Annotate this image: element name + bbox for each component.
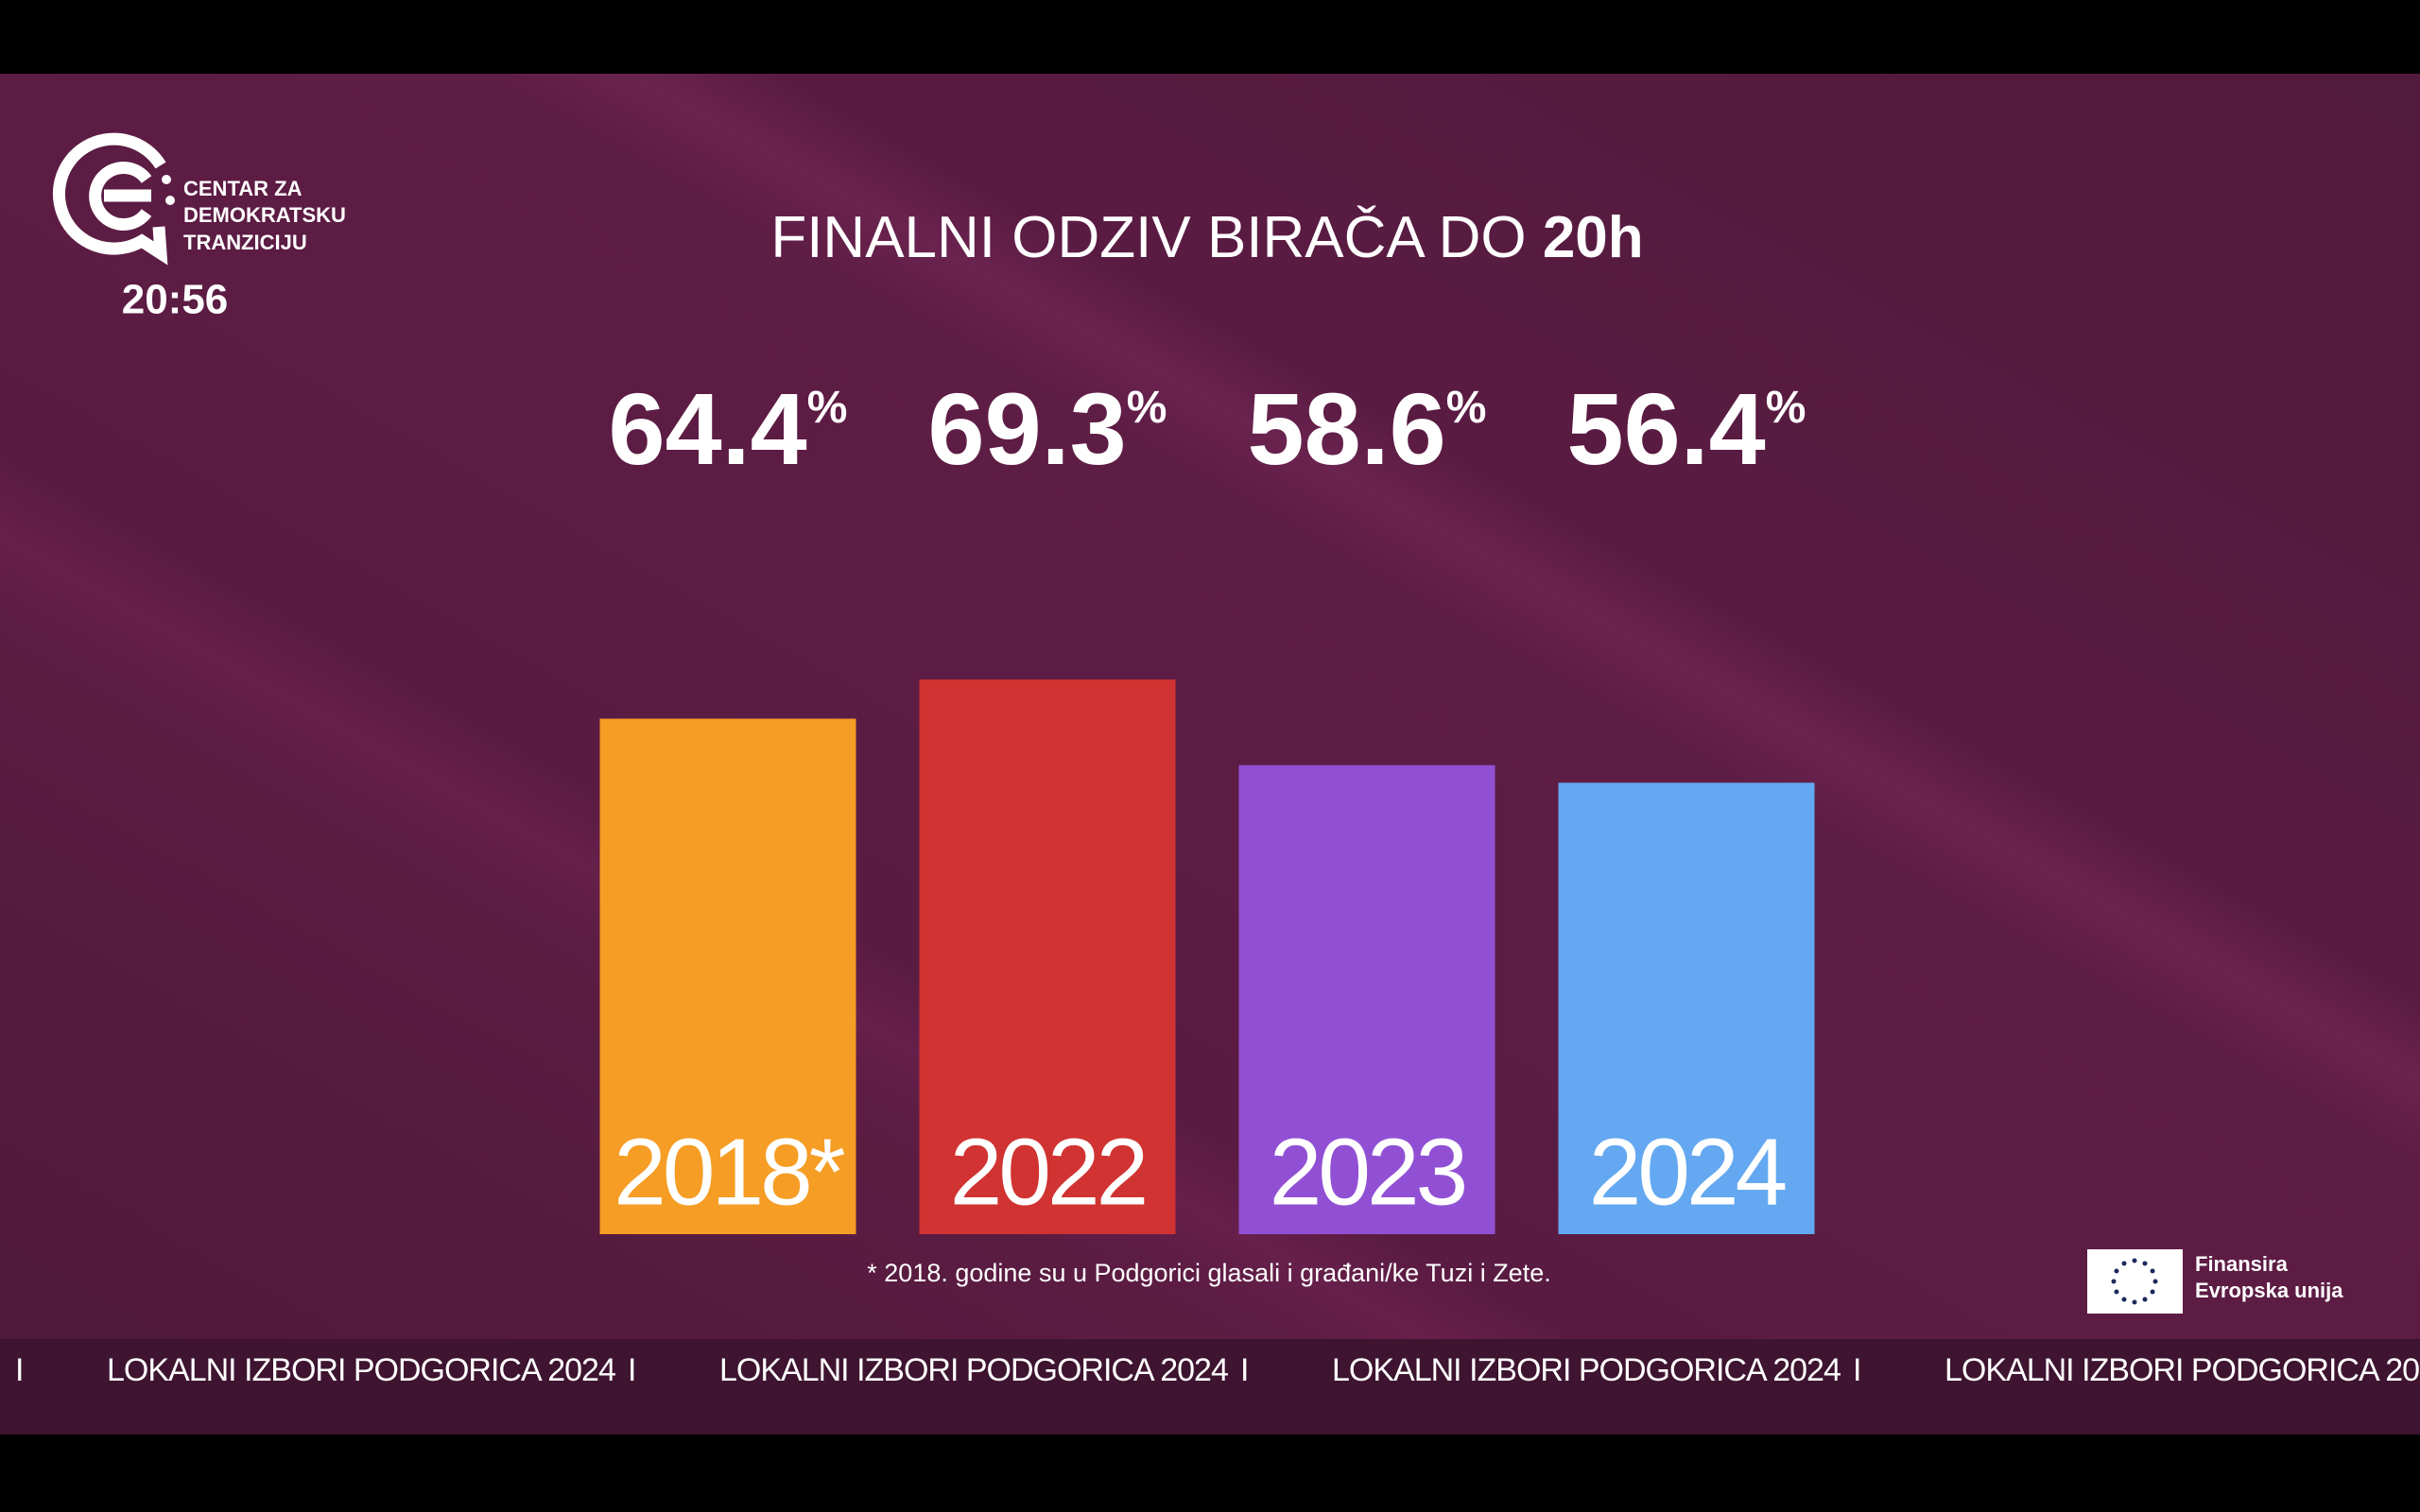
category-label: 2022 [950, 1119, 1145, 1225]
star [2132, 1258, 2137, 1263]
ticker-separator: I [628, 1352, 636, 1388]
category-label: 2023 [1270, 1119, 1465, 1225]
value-label: 56.4% [1567, 371, 1806, 486]
clock: 20:56 [122, 277, 229, 323]
star [2142, 1297, 2148, 1302]
title-emphasis: 20h [1543, 205, 1644, 270]
ticker-separator: I [15, 1352, 24, 1388]
ticker-separator: I [1240, 1352, 1249, 1388]
chart-title: FINALNI ODZIV BIRAČA DO 20h [770, 205, 1643, 270]
star [2150, 1268, 2155, 1274]
star [2111, 1279, 2117, 1284]
ticker-text: LOKALNI IZBORI PODGORICA 2024 [107, 1352, 615, 1388]
category-label: 2024 [1589, 1119, 1786, 1225]
category-label: 2018* [614, 1119, 844, 1225]
ticker-text: LOKALNI IZBORI PODGORICA 2024 [1332, 1352, 1841, 1388]
star [2150, 1289, 2155, 1295]
ticker-text: LOKALNI IZBORI PODGORICA 2024 [719, 1352, 1228, 1388]
sponsor-text: Evropska unija [2195, 1279, 2343, 1302]
bar [599, 718, 856, 1234]
ticker-separator: I [1853, 1352, 1861, 1388]
background [0, 74, 2420, 1435]
logo-text: TRANZICIJU [183, 231, 307, 254]
star [2132, 1299, 2137, 1305]
ticker-band [0, 1339, 2420, 1435]
bar [919, 679, 1176, 1234]
ticker-text: LOKALNI IZBORI PODGORICA 2024 [1945, 1352, 2420, 1388]
logo-icon [52, 132, 175, 266]
sponsor-text: Finansira [2195, 1252, 2289, 1276]
star [2114, 1268, 2119, 1274]
star [2121, 1261, 2127, 1266]
star [2121, 1297, 2127, 1302]
value-label: 58.6% [1248, 371, 1487, 486]
bar [1558, 782, 1815, 1234]
logo-text: CENTAR ZA [183, 177, 302, 200]
star [2114, 1289, 2119, 1295]
value-label: 64.4% [609, 371, 848, 486]
title-text: FINALNI ODZIV BIRAČA DO [770, 205, 1526, 270]
value-label: 69.3% [928, 371, 1167, 486]
star [2152, 1279, 2158, 1284]
bar [1238, 765, 1495, 1234]
eu-flag [2087, 1249, 2183, 1314]
footnote: * 2018. godine su u Podgorici glasali i … [867, 1259, 1550, 1287]
logo-text: DEMOKRATSKU [183, 203, 346, 227]
star [2142, 1261, 2148, 1266]
